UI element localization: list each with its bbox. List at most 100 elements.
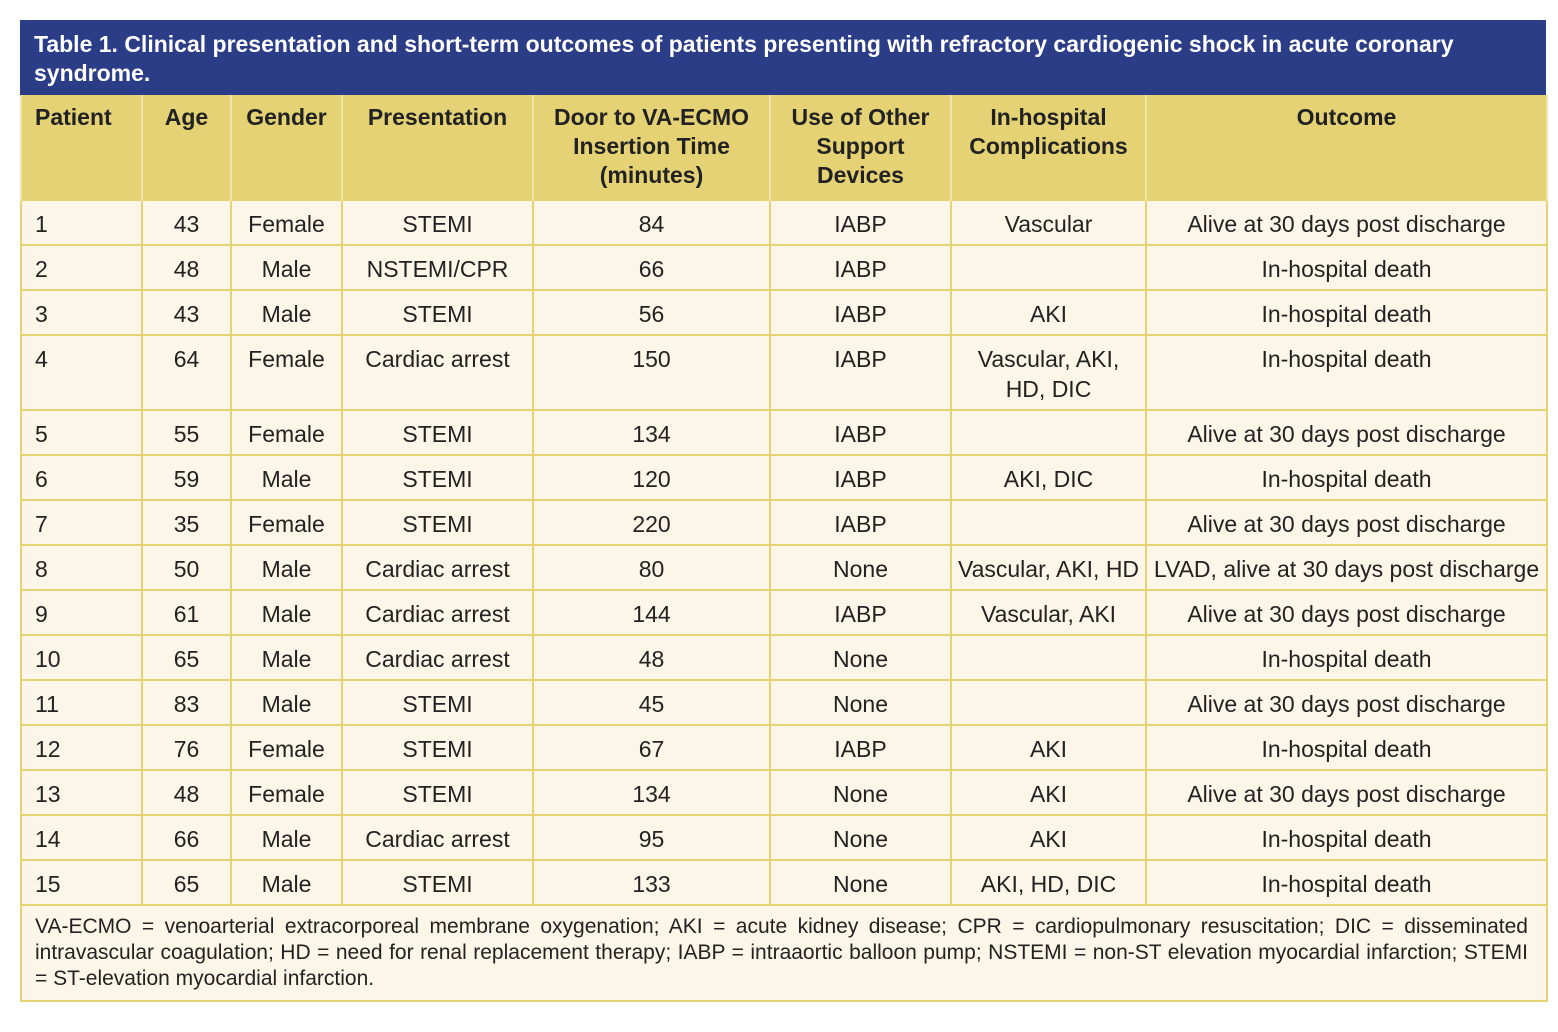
table-cell: 12 [20, 724, 143, 771]
table-cell: STEMI [341, 859, 534, 906]
table-cell: 144 [532, 589, 771, 636]
table-row: 2 48 Male NSTEMI/CPR 66 IABP In-hospital death [20, 244, 1548, 291]
table-cell: Vascular, AKI, HD [950, 544, 1147, 591]
table-cell: 7 [20, 499, 143, 546]
table-cell: Male [230, 859, 343, 906]
column-header: Use of Other Support Devices [769, 95, 952, 200]
table-cell: 66 [532, 244, 771, 291]
column-header: Presentation [341, 95, 534, 200]
table-cell: 11 [20, 679, 143, 726]
table-row: 4 64 Female Cardiac arrest 150 IABP Vascular, … [20, 334, 1548, 411]
outcomes-table: Patient Age Gender Presentation Door to VA-E… [20, 95, 1548, 1002]
table-cell: 15 [20, 859, 143, 906]
table-cell: STEMI [341, 289, 534, 336]
table-figure: Table 1. Clinical presentation and short… [20, 20, 1548, 1002]
column-header: Patient [20, 95, 143, 200]
table-cell: 134 [532, 409, 771, 456]
table-cell: 65 [141, 634, 232, 681]
table-cell: 50 [141, 544, 232, 591]
table-cell: 55 [141, 409, 232, 456]
table-cell: IABP [769, 499, 952, 546]
table-cell: Female [230, 769, 343, 816]
table-cell: STEMI [341, 724, 534, 771]
table-cell [950, 499, 1147, 546]
footnote: VA-ECMO = venoarterial extracorporeal me… [20, 904, 1548, 1002]
table-cell: STEMI [341, 499, 534, 546]
table-cell: In-hospital death [1145, 814, 1548, 861]
table-cell: Male [230, 544, 343, 591]
table-cell: 45 [532, 679, 771, 726]
table-cell: AKI [950, 724, 1147, 771]
table-cell: 35 [141, 499, 232, 546]
table-cell: 84 [532, 199, 771, 246]
table-cell: Female [230, 409, 343, 456]
table-cell: 5 [20, 409, 143, 456]
table-cell: 120 [532, 454, 771, 501]
table-row: 15 65 Male STEMI 133 None AKI, HD, DIC In-hospi… [20, 859, 1548, 906]
table-cell: 13 [20, 769, 143, 816]
table-cell: Vascular, AKI [950, 589, 1147, 636]
table-cell: 6 [20, 454, 143, 501]
table-cell: Female [230, 499, 343, 546]
table-cell [950, 244, 1147, 291]
table-cell: In-hospital death [1145, 454, 1548, 501]
table-cell: Male [230, 679, 343, 726]
header-row: Patient Age Gender Presentation Door to VA-E… [20, 95, 1548, 200]
table-cell: Vascular [950, 199, 1147, 246]
table-cell: 14 [20, 814, 143, 861]
table-cell: Male [230, 454, 343, 501]
table-cell: Male [230, 634, 343, 681]
table-cell: 48 [141, 769, 232, 816]
table-cell: Cardiac arrest [341, 814, 534, 861]
table-cell: In-hospital death [1145, 244, 1548, 291]
column-header: Age [141, 95, 232, 200]
table-row: 14 66 Male Cardiac arrest 95 None AKI In-hospit… [20, 814, 1548, 861]
table-cell: 76 [141, 724, 232, 771]
table-cell: 95 [532, 814, 771, 861]
table-cell: Alive at 30 days post discharge [1145, 499, 1548, 546]
table-cell: Cardiac arrest [341, 589, 534, 636]
table-cell: In-hospital death [1145, 289, 1548, 336]
table-cell: IABP [769, 289, 952, 336]
table-cell: 8 [20, 544, 143, 591]
table-cell: 9 [20, 589, 143, 636]
table-row: 9 61 Male Cardiac arrest 144 IABP Vascular, AK… [20, 589, 1548, 636]
table-cell: In-hospital death [1145, 634, 1548, 681]
table-cell: Female [230, 199, 343, 246]
column-header: In-hospital Complications [950, 95, 1147, 200]
table-row: 7 35 Female STEMI 220 IABP Alive at 30 days po… [20, 499, 1548, 546]
table-cell: IABP [769, 409, 952, 456]
table-cell: 59 [141, 454, 232, 501]
table-cell: IABP [769, 724, 952, 771]
table-cell: Cardiac arrest [341, 634, 534, 681]
table-cell: Male [230, 244, 343, 291]
table-cell: 150 [532, 334, 771, 411]
table-cell: AKI, HD, DIC [950, 859, 1147, 906]
table-cell: 80 [532, 544, 771, 591]
table-cell: LVAD, alive at 30 days post discharge [1145, 544, 1548, 591]
table-cell: STEMI [341, 454, 534, 501]
table-cell: 2 [20, 244, 143, 291]
table-cell: 43 [141, 199, 232, 246]
column-header: Gender [230, 95, 343, 200]
table-cell [950, 679, 1147, 726]
column-header: Outcome [1145, 95, 1548, 200]
table-cell: Female [230, 724, 343, 771]
table-cell: STEMI [341, 199, 534, 246]
table-cell [950, 409, 1147, 456]
table-row: 13 48 Female STEMI 134 None AKI Alive at 30 day… [20, 769, 1548, 816]
table-cell: In-hospital death [1145, 859, 1548, 906]
table-cell: None [769, 544, 952, 591]
table-row: 8 50 Male Cardiac arrest 80 None Vascular, AKI… [20, 544, 1548, 591]
table-cell: Cardiac arrest [341, 544, 534, 591]
table-row: 11 83 Male STEMI 45 None Alive at 30 days post… [20, 679, 1548, 726]
table-cell: IABP [769, 334, 952, 411]
table-cell: AKI [950, 289, 1147, 336]
table-cell: Male [230, 289, 343, 336]
table-cell: STEMI [341, 679, 534, 726]
table-cell: 133 [532, 859, 771, 906]
table-cell: None [769, 769, 952, 816]
table-cell: STEMI [341, 769, 534, 816]
table-row: 1 43 Female STEMI 84 IABP Vascular Alive at 30 … [20, 199, 1548, 246]
table-cell: 43 [141, 289, 232, 336]
